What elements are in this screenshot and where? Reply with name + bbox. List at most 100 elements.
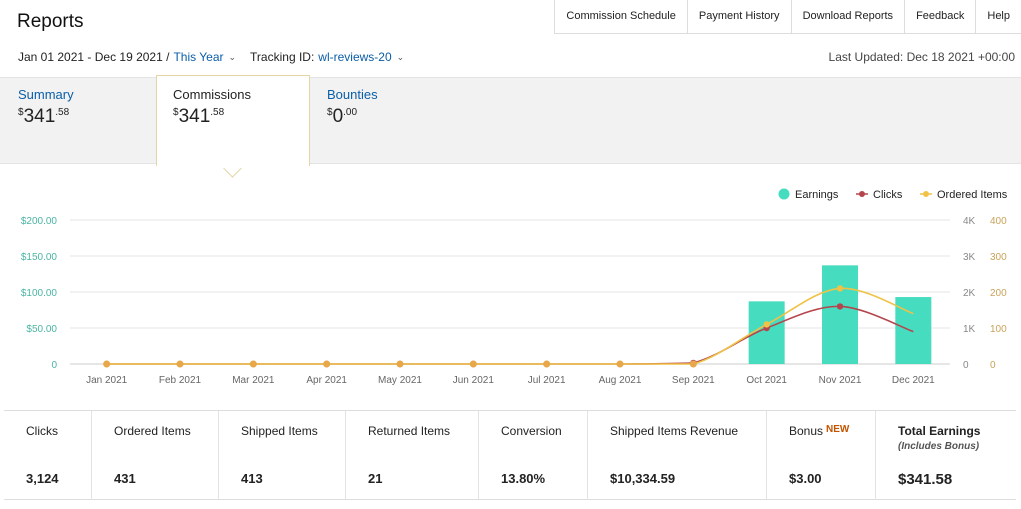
x-tick-label: Dec 2021 <box>892 375 935 386</box>
tab-feedback[interactable]: Feedback <box>905 0 977 33</box>
x-tick-label: Jul 2021 <box>528 375 566 386</box>
stat-clicks: Clicks 3,124 <box>4 411 92 499</box>
legend-ordered-items-marker <box>923 191 929 197</box>
date-range-text: Jan 01 2021 - Dec 19 2021 / <box>18 50 170 64</box>
chevron-down-icon: ⌄ <box>396 51 405 62</box>
chevron-down-icon: ⌄ <box>228 51 237 62</box>
y-right-clicks-tick-label: 0 <box>963 360 969 371</box>
bounties-amount: $0.00 <box>327 106 358 127</box>
y-right-items-tick-label: 400 <box>990 216 1007 227</box>
commissions-card[interactable]: Commissions $341.58 <box>156 75 310 178</box>
x-tick-label: Jun 2021 <box>453 375 495 386</box>
stat-shipped-items: Shipped Items 413 <box>219 411 346 499</box>
y-right-clicks-tick-label: 3K <box>963 252 976 263</box>
ordered-items-point <box>469 360 477 368</box>
bounties-card[interactable]: Bounties $0.00 <box>327 87 378 128</box>
new-badge: NEW <box>826 424 850 435</box>
summary-label: Summary <box>18 87 74 102</box>
x-tick-label: Jan 2021 <box>86 375 128 386</box>
y-right-items-tick-label: 200 <box>990 288 1007 299</box>
stat-label: Shipped Items <box>241 424 318 438</box>
stat-label: Conversion <box>501 424 562 438</box>
clicks-series-line <box>106 305 914 365</box>
summary-card[interactable]: Summary $341.58 <box>18 87 74 128</box>
legend-earnings-label: Earnings <box>795 189 839 201</box>
stat-label: Ordered Items <box>114 424 191 438</box>
x-tick-label: Aug 2021 <box>599 375 642 386</box>
earnings-chart: 0 0 0 $50.00 1K 100 $100.00 2K 200 $150.00 3K 300 $2… <box>21 188 1008 386</box>
ordered-items-point <box>249 360 257 368</box>
legend-clicks-marker <box>859 191 865 197</box>
stat-ordered-items: Ordered Items 431 <box>92 411 219 499</box>
legend-clicks-label: Clicks <box>873 189 903 201</box>
y-left-tick-label: $100.00 <box>21 288 58 299</box>
y-left-tick-label: $50.00 <box>26 324 57 335</box>
x-tick-label: May 2021 <box>378 375 422 386</box>
filter-bar: Jan 01 2021 - Dec 19 2021 / This Year ⌄ … <box>18 50 404 64</box>
ordered-items-point <box>176 360 184 368</box>
ordered-items-point <box>396 360 404 368</box>
x-tick-label: Feb 2021 <box>159 375 202 386</box>
x-tick-label: Oct 2021 <box>746 375 787 386</box>
stat-total-earnings: Total Earnings (Includes Bonus) $341.58 <box>876 411 1016 499</box>
y-left-tick-label: 0 <box>51 360 57 371</box>
tracking-id-value: wl-reviews-20 <box>318 50 392 64</box>
legend-earnings-marker <box>778 188 790 200</box>
tab-help[interactable]: Help <box>987 10 1010 22</box>
summary-band: Summary $341.58 Commissions $341.58 Boun… <box>0 75 1021 178</box>
stat-label: Returned Items <box>368 424 451 438</box>
y-left-tick-label: $200.00 <box>21 216 58 227</box>
stat-value: $10,334.59 <box>610 471 676 486</box>
stat-label: Clicks <box>26 424 58 438</box>
y-right-clicks-tick-label: 1K <box>963 324 976 335</box>
ordered-items-point <box>103 360 111 368</box>
stat-shipped-revenue: Shipped Items Revenue $10,334.59 <box>588 411 767 499</box>
ordered-items-series-line <box>106 287 914 365</box>
y-right-items-tick-label: 100 <box>990 324 1007 335</box>
stat-bonus: Bonus NEW $3.00 <box>767 411 876 499</box>
stat-value: 13.80% <box>501 471 546 486</box>
ordered-items-point <box>543 360 551 368</box>
earnings-bar <box>748 301 785 364</box>
stat-value: 3,124 <box>26 471 59 486</box>
tab-payment-history[interactable]: Payment History <box>688 0 792 33</box>
stat-value: 21 <box>368 471 383 486</box>
bounties-label: Bounties <box>327 87 378 102</box>
last-updated: Last Updated: Dec 18 2021 +00:00 <box>828 50 1015 64</box>
legend-ordered-items-label: Ordered Items <box>937 189 1008 201</box>
ordered-items-point <box>836 285 844 292</box>
clicks-point <box>836 303 844 310</box>
stat-value: $341.58 <box>898 471 953 488</box>
x-tick-label: Nov 2021 <box>819 375 862 386</box>
y-right-clicks-tick-label: 2K <box>963 288 976 299</box>
stat-value: 413 <box>241 471 263 486</box>
stat-value: 431 <box>114 471 136 486</box>
page-title: Reports <box>17 11 84 32</box>
x-tick-label: Mar 2021 <box>232 375 275 386</box>
stats-bar: Clicks 3,124 Ordered Items 431 Shipped I… <box>4 410 1016 500</box>
y-right-items-tick-label: 0 <box>990 360 996 371</box>
ordered-items-point <box>323 360 331 368</box>
date-preset-label: This Year <box>173 50 224 64</box>
stat-returned-items: Returned Items 21 <box>346 411 479 499</box>
tab-download-reports[interactable]: Download Reports <box>792 0 906 33</box>
stat-label: Bonus NEW <box>789 424 850 438</box>
tracking-id-dropdown[interactable]: wl-reviews-20 ⌄ <box>318 50 404 64</box>
top-navigation: Commission Schedule Payment History Down… <box>554 0 1021 34</box>
date-preset-dropdown[interactable]: This Year ⌄ <box>173 50 236 64</box>
tracking-id-label: Tracking ID: <box>250 50 315 64</box>
x-tick-label: Apr 2021 <box>306 375 347 386</box>
stat-label: Shipped Items Revenue <box>610 424 739 438</box>
earnings-bar <box>822 265 858 364</box>
summary-amount: $341.58 <box>18 106 70 127</box>
stat-conversion: Conversion 13.80% <box>479 411 588 499</box>
commissions-amount: $341.58 <box>173 106 225 127</box>
y-right-clicks-tick-label: 4K <box>963 216 976 227</box>
stat-value: $3.00 <box>789 471 822 486</box>
x-tick-label: Sep 2021 <box>672 375 715 386</box>
y-left-tick-label: $150.00 <box>21 252 58 263</box>
ordered-items-point <box>689 360 697 368</box>
tab-commission-schedule[interactable]: Commission Schedule <box>555 0 688 33</box>
y-right-items-tick-label: 300 <box>990 252 1007 263</box>
ordered-items-point <box>616 360 624 368</box>
